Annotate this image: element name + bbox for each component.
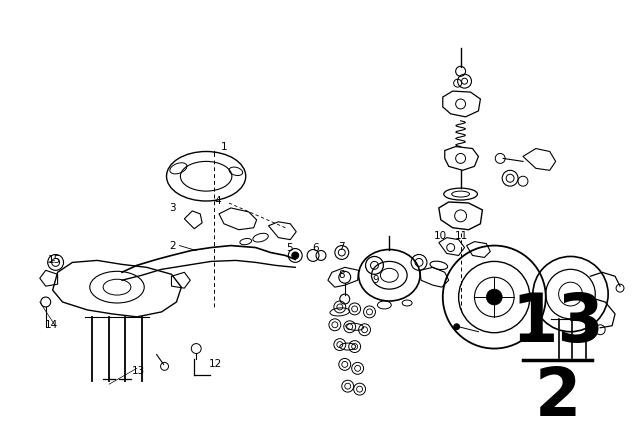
Text: 5: 5 <box>286 242 293 253</box>
Circle shape <box>486 289 502 305</box>
Text: 9: 9 <box>372 275 379 285</box>
Text: 10: 10 <box>434 231 447 241</box>
Text: 2: 2 <box>170 241 176 250</box>
Text: 11: 11 <box>454 231 468 241</box>
Text: 4: 4 <box>214 196 221 206</box>
Text: 13: 13 <box>511 290 604 357</box>
Circle shape <box>454 324 460 330</box>
Text: 13: 13 <box>132 366 145 376</box>
Text: 3: 3 <box>170 203 176 213</box>
Text: 2: 2 <box>534 364 580 431</box>
Text: 8: 8 <box>338 270 344 280</box>
Circle shape <box>292 252 299 259</box>
Text: 15: 15 <box>48 255 61 265</box>
Text: 14: 14 <box>45 320 58 330</box>
Text: 1: 1 <box>221 142 228 151</box>
Text: 7: 7 <box>338 241 344 252</box>
Text: 6: 6 <box>312 242 319 253</box>
Text: 12: 12 <box>209 359 222 370</box>
